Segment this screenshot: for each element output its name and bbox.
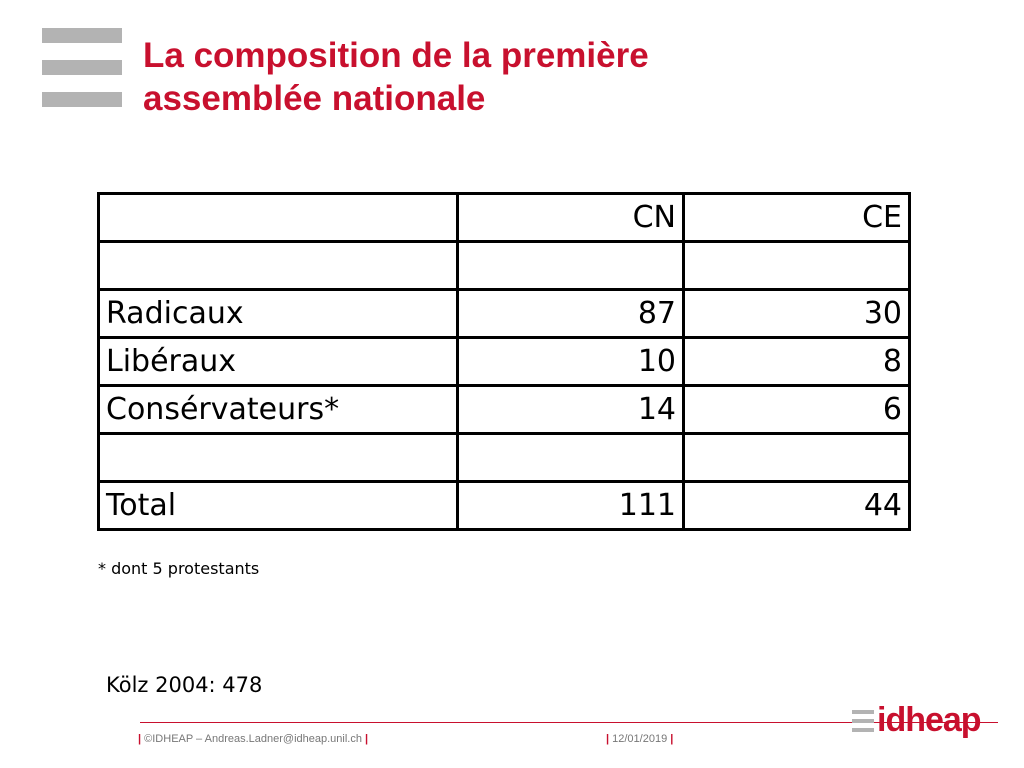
footer-separator: |: [138, 733, 142, 745]
footer-separator: |: [365, 733, 369, 745]
idheap-logo: idheap: [852, 700, 982, 742]
row-ce-cell: 44: [682, 480, 911, 531]
footer-date-text: 12/01/2019: [612, 733, 668, 745]
menu-lines-icon: [42, 28, 122, 108]
table-row: [97, 432, 911, 483]
slide-title: La composition de la première assemblée …: [143, 34, 983, 120]
row-ce-cell: 6: [682, 384, 911, 435]
table-row: Radicaux 87 30: [97, 288, 911, 339]
row-label-cell: Libéraux: [97, 336, 459, 387]
row-ce-cell: [682, 240, 911, 291]
title-line-1: La composition de la première: [143, 36, 649, 75]
row-cn-cell: [456, 432, 685, 483]
footer-copyright: | ©IDHEAP – Andreas.Ladner@idheap.unil.c…: [138, 733, 368, 745]
table-row: [97, 240, 911, 291]
row-ce-cell: 8: [682, 336, 911, 387]
footer-separator: |: [606, 733, 610, 745]
composition-table: CN CE Radicaux 87 30 Libéraux 10 8 Consé…: [97, 192, 911, 531]
row-cn-cell: 14: [456, 384, 685, 435]
footer-separator: |: [670, 733, 674, 745]
row-ce-cell: [682, 432, 911, 483]
row-label-cell: [97, 432, 459, 483]
table-row: Consérvateurs* 14 6: [97, 384, 911, 435]
row-cn-cell: 111: [456, 480, 685, 531]
row-label-cell: Consérvateurs*: [97, 384, 459, 435]
row-cn-cell: [456, 240, 685, 291]
row-label-cell: Total: [97, 480, 459, 531]
row-label-cell: [97, 240, 459, 291]
row-ce-cell: 30: [682, 288, 911, 339]
table-row: Libéraux 10 8: [97, 336, 911, 387]
row-cn-cell: 87: [456, 288, 685, 339]
source-citation: Kölz 2004: 478: [106, 673, 263, 697]
row-cn-cell: 10: [456, 336, 685, 387]
footer-copyright-text: ©IDHEAP – Andreas.Ladner@idheap.unil.ch: [144, 733, 362, 745]
title-line-2: assemblée nationale: [143, 79, 486, 118]
logo-text: idheap: [877, 701, 982, 739]
table-header-row: CN CE: [97, 192, 911, 243]
table-footnote: * dont 5 protestants: [98, 559, 260, 578]
header-label-cell: [97, 192, 459, 243]
footer-divider: [140, 722, 998, 723]
header-cn-cell: CN: [456, 192, 685, 243]
row-label-cell: Radicaux: [97, 288, 459, 339]
logo-stripes-icon: [852, 710, 874, 732]
table-row-total: Total 111 44: [97, 480, 911, 531]
header-ce-cell: CE: [682, 192, 911, 243]
footer-date: | 12/01/2019 |: [606, 733, 673, 745]
